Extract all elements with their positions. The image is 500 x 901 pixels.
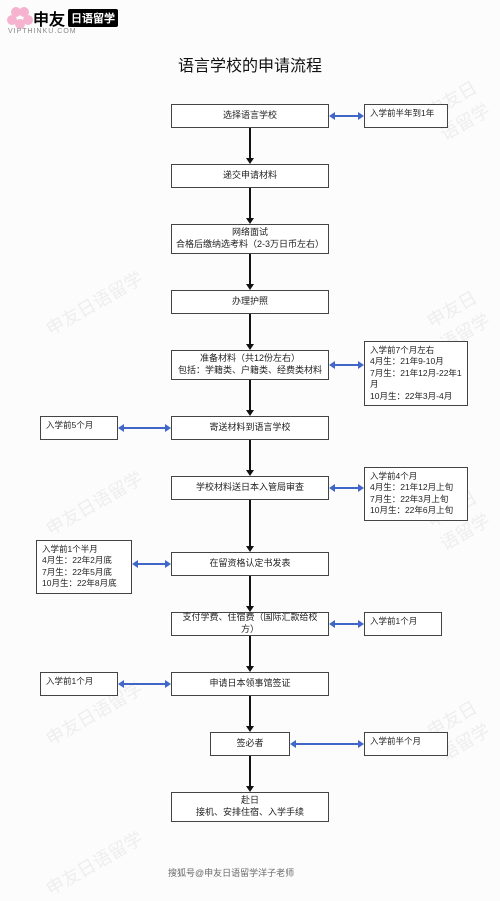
side-note-s7: 入学前4个月4月生：21年12月上旬7月生：22年3月上旬10月生：22年6月上… <box>364 467 468 521</box>
side-connector <box>335 115 358 117</box>
flow-arrow-down <box>249 314 251 344</box>
arrow-head-down-icon <box>246 410 254 416</box>
arrow-head-right-icon <box>358 361 364 369</box>
flow-step-n1: 选择语言学校 <box>171 104 329 128</box>
flow-arrow-down <box>249 440 251 470</box>
logo-text-cn: 申友 <box>33 6 65 30</box>
logo-subtext: VIPTHINKU.COM <box>8 28 77 35</box>
arrow-head-down-icon <box>246 470 254 476</box>
flow-step-n5: 准备材料（共12份左右）包括：学籍类、户籍类、经费类材料 <box>171 350 329 380</box>
flow-arrow-down <box>249 254 251 284</box>
arrow-head-right-icon <box>358 740 364 748</box>
flow-arrow-down <box>249 756 251 786</box>
flow-arrow-down <box>249 188 251 218</box>
flow-arrow-down <box>249 576 251 606</box>
arrow-head-down-icon <box>246 606 254 612</box>
flow-arrow-down <box>249 696 251 726</box>
arrow-head-right-icon <box>165 560 171 568</box>
arrow-head-left-icon <box>290 740 296 748</box>
arrow-head-left-icon <box>329 361 335 369</box>
side-connector <box>335 487 358 489</box>
side-note-s9: 入学前1个月 <box>364 612 442 636</box>
arrow-head-left-icon <box>329 484 335 492</box>
flow-step-n10: 申请日本领事馆签证 <box>171 672 329 696</box>
arrow-head-left-icon <box>118 424 124 432</box>
arrow-head-left-icon <box>329 112 335 120</box>
side-connector <box>124 427 165 429</box>
flow-arrow-down <box>249 636 251 666</box>
logo: 申友日语留学 <box>8 6 118 30</box>
arrow-head-right-icon <box>165 680 171 688</box>
side-note-s8: 入学前1个半月4月生：22年2月底7月生：22年5月底10月生：22年8月底 <box>36 540 132 594</box>
flow-step-n4: 办理护照 <box>171 290 329 314</box>
logo-text-jp: 日语留学 <box>68 9 118 27</box>
arrow-head-down-icon <box>246 344 254 350</box>
arrow-head-right-icon <box>358 112 364 120</box>
arrow-head-down-icon <box>246 666 254 672</box>
footer-attribution: 搜狐号@申友日语留学洋子老师 <box>168 866 294 879</box>
arrow-head-down-icon <box>246 726 254 732</box>
watermark: 申友日语留学 <box>41 825 148 901</box>
side-connector <box>138 563 165 565</box>
arrow-head-right-icon <box>358 484 364 492</box>
flow-step-n8: 在留资格认定书发表 <box>171 552 329 576</box>
flow-step-n7: 学校材料送日本入管局审查 <box>171 476 329 500</box>
side-connector <box>296 743 358 745</box>
side-connector <box>124 683 165 685</box>
flow-arrow-down <box>249 500 251 546</box>
side-connector <box>335 623 358 625</box>
flow-step-n6: 寄送材料到语言学校 <box>171 416 329 440</box>
arrow-head-left-icon <box>329 620 335 628</box>
flow-step-n9: 支付学费、住宿费（国际汇款给校方） <box>171 612 329 636</box>
watermark: 申友日语留学 <box>41 465 148 542</box>
watermark: 申友日语留学 <box>41 265 148 342</box>
flow-step-n3: 网络面试合格后缴纳选考料（2-3万日币左右） <box>171 224 329 254</box>
flow-step-n2: 递交申请材料 <box>171 164 329 188</box>
side-note-s5: 入学前7个月左右4月生：21年9-10月7月生：21年12月-22年1月10月生… <box>364 341 468 406</box>
arrow-head-right-icon <box>165 424 171 432</box>
arrow-head-left-icon <box>132 560 138 568</box>
arrow-head-down-icon <box>246 786 254 792</box>
arrow-head-left-icon <box>118 680 124 688</box>
flow-step-n11: 签必者 <box>210 732 290 756</box>
arrow-head-down-icon <box>246 218 254 224</box>
flow-step-n12: 赴日接机、安排住宿、入学手续 <box>171 792 329 822</box>
arrow-head-right-icon <box>358 620 364 628</box>
page-title: 语言学校的申请流程 <box>0 52 500 76</box>
flow-arrow-down <box>249 380 251 410</box>
logo-flower-icon <box>8 7 30 29</box>
arrow-head-down-icon <box>246 546 254 552</box>
arrow-head-down-icon <box>246 158 254 164</box>
side-note-s6: 入学前5个月 <box>40 416 118 440</box>
flow-arrow-down <box>249 128 251 158</box>
side-note-s11: 入学前半个月 <box>364 732 448 756</box>
side-connector <box>335 364 358 366</box>
side-note-s10: 入学前1个月 <box>40 672 118 696</box>
side-note-s1: 入学前半年到1年 <box>364 104 448 128</box>
arrow-head-down-icon <box>246 284 254 290</box>
